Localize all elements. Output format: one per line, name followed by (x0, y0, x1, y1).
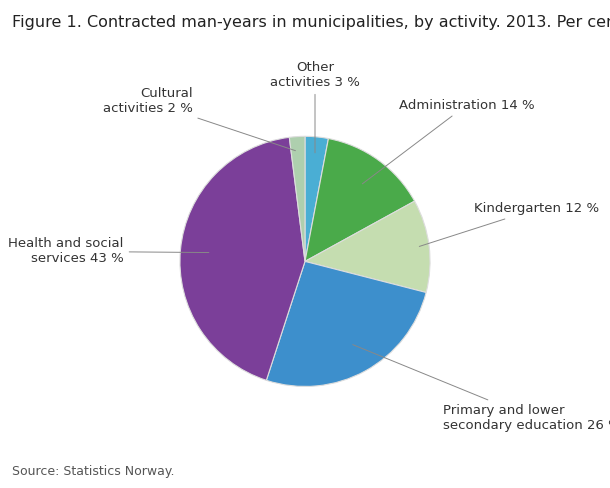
Text: Health and social
services 43 %: Health and social services 43 % (9, 237, 209, 265)
Text: Kindergarten 12 %: Kindergarten 12 % (419, 203, 599, 246)
Wedge shape (267, 262, 426, 386)
Text: Primary and lower
secondary education 26 %: Primary and lower secondary education 26… (353, 345, 610, 432)
Text: Figure 1. Contracted man-years in municipalities, by activity. 2013. Per cent: Figure 1. Contracted man-years in munici… (12, 15, 610, 30)
Text: Other
activities 3 %: Other activities 3 % (270, 61, 360, 153)
Wedge shape (180, 137, 305, 380)
Text: Source: Statistics Norway.: Source: Statistics Norway. (12, 465, 174, 478)
Wedge shape (289, 136, 305, 262)
Wedge shape (305, 136, 328, 262)
Wedge shape (305, 201, 430, 292)
Wedge shape (305, 139, 415, 262)
Text: Cultural
activities 2 %: Cultural activities 2 % (102, 87, 295, 151)
Text: Administration 14 %: Administration 14 % (362, 99, 534, 184)
